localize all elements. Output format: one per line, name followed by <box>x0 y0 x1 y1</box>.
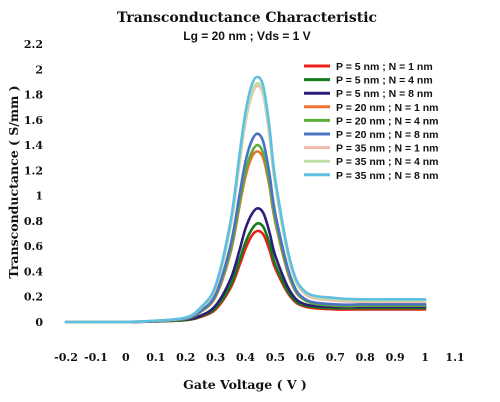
x-tick-label: 0.3 <box>206 351 225 364</box>
x-tick-label: 0.8 <box>356 351 375 364</box>
x-tick-label: 0.4 <box>236 351 255 364</box>
legend-label: P = 5 nm ; N = 8 nm <box>336 88 433 100</box>
y-tick-label: 0.2 <box>24 291 43 304</box>
y-tick-label: 2.2 <box>24 38 43 51</box>
y-tick-label: 1.4 <box>24 139 43 152</box>
series-line-9 <box>64 75 427 324</box>
legend-label: P = 5 nm ; N = 4 nm <box>336 75 433 87</box>
x-tick-label: 0.6 <box>296 351 315 364</box>
legend-label: P = 5 nm ; N = 1 nm <box>336 61 433 73</box>
legend-label: P = 35 nm ; N = 8 nm <box>336 170 439 182</box>
x-tick-label: -0.1 <box>84 351 108 364</box>
x-tick-label: 0 <box>122 351 130 364</box>
x-tick-label: 1 <box>421 351 429 364</box>
y-tick-label: 0.6 <box>24 240 43 253</box>
axes: -0.2 -0.1 0 0.1 0.2 0.3 0.4 0.5 0.6 0.7 0.8 0.9 1 1.1… <box>24 38 465 364</box>
x-tick-label: 0.9 <box>386 351 405 364</box>
y-tick-label: 1.8 <box>24 89 43 102</box>
x-axis-label: Gate Voltage ( V ) <box>183 377 307 392</box>
legend-label: P = 35 nm ; N = 4 nm <box>336 156 439 168</box>
y-tick-label: 0.8 <box>24 215 43 228</box>
chart-title: Transconductance Characteristic <box>117 10 377 26</box>
x-tick-label: 1.1 <box>445 351 464 364</box>
legend-label: P = 20 nm ; N = 8 nm <box>336 129 439 141</box>
y-tick-label: 0 <box>35 316 43 329</box>
legend-label: P = 20 nm ; N = 1 nm <box>336 102 439 114</box>
legend-label: P = 35 nm ; N = 1 nm <box>336 143 439 155</box>
y-tick-label: 2 <box>35 63 43 76</box>
series-group <box>64 75 427 324</box>
y-axis-label: Transconductance ( S/mm ) <box>6 85 21 278</box>
x-tick-label: 0.2 <box>176 351 195 364</box>
chart-subtitle: Lg = 20 nm ; Vds = 1 V <box>183 29 310 43</box>
x-tick-label: -0.2 <box>54 351 78 364</box>
x-tick-label: 0.1 <box>146 351 165 364</box>
y-tick-label: 1.2 <box>24 164 43 177</box>
y-tick-label: 1 <box>35 190 43 203</box>
x-tick-label: 0.5 <box>266 351 285 364</box>
y-tick-label: 0.4 <box>24 265 43 278</box>
x-tick-label: 0.7 <box>326 351 345 364</box>
y-tick-label: 1.6 <box>24 114 43 127</box>
legend: P = 5 nm ; N = 1 nmP = 5 nm ; N = 4 nmP … <box>304 61 439 182</box>
legend-label: P = 20 nm ; N = 4 nm <box>336 115 439 127</box>
